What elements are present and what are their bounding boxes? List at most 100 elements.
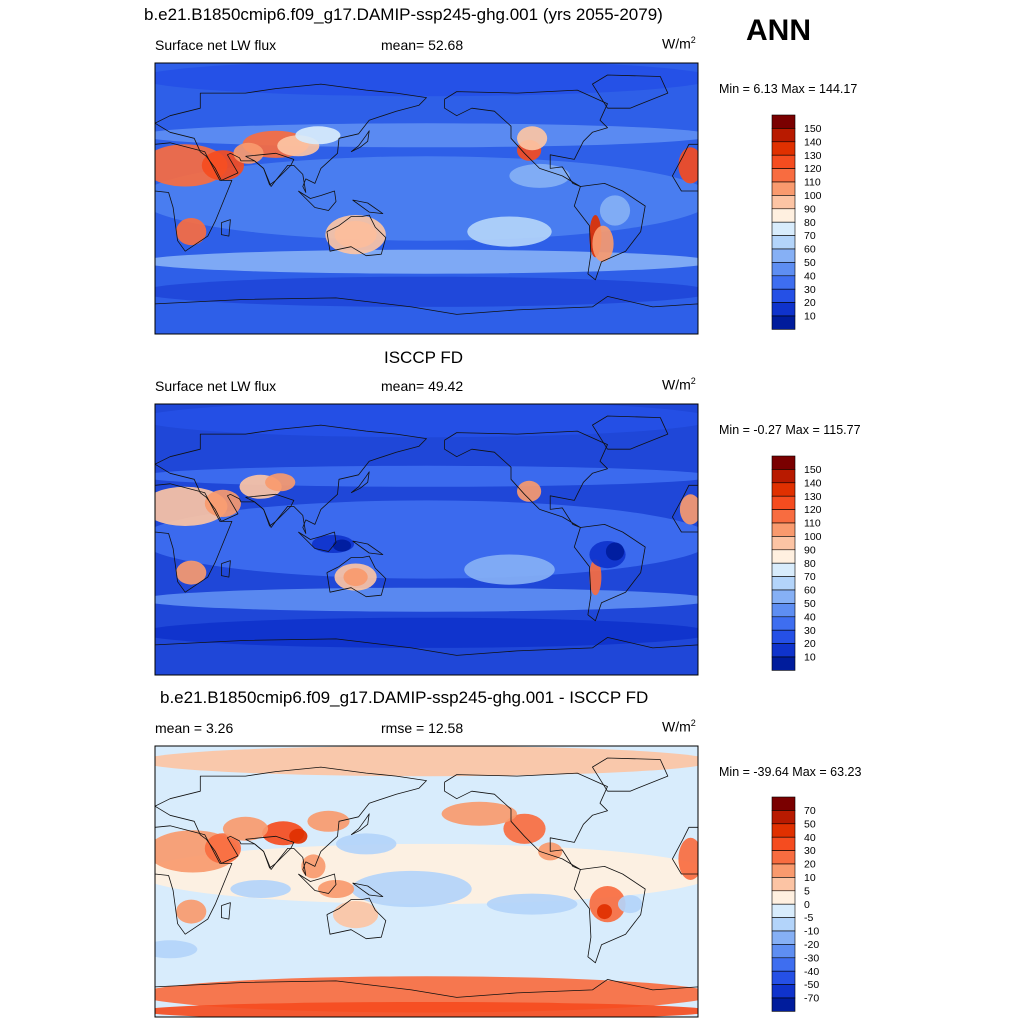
colorbar-swatch [771, 984, 796, 999]
colorbar-swatch [771, 536, 796, 551]
colorbar-tick-label: 90 [804, 203, 816, 215]
field-contour [301, 854, 326, 879]
panel1-title: b.e21.B1850cmip6.f09_g17.DAMIP-ssp245-gh… [144, 5, 663, 24]
colorbar-swatch [771, 629, 796, 644]
field-contour [517, 126, 548, 151]
colorbar-swatch [771, 522, 796, 537]
coastline-australia [326, 897, 387, 940]
coastline-greenland [592, 74, 669, 109]
field-contour [204, 833, 241, 864]
colorbar-tick-label: 40 [804, 611, 816, 623]
colorbar-swatch [771, 823, 796, 838]
coastline-europe-africa-west [155, 142, 233, 252]
coastline-madagascar [220, 902, 231, 920]
colorbar-swatch [771, 235, 796, 250]
panel3-title: b.e21.B1850cmip6.f09_g17.DAMIP-ssp245-gh… [160, 688, 649, 707]
colorbar-tick-label: 30 [804, 845, 816, 857]
panel3-mean-label: mean = 3.26 [155, 720, 234, 736]
field-contour [176, 560, 207, 585]
colorbar-swatch [771, 469, 796, 484]
colorbar-swatch [771, 930, 796, 945]
colorbar-tick-label: 140 [804, 136, 822, 148]
colorbar-tick-label: 5 [804, 885, 810, 897]
coastline-india-asia [245, 152, 295, 186]
coastline-africa-edge [672, 143, 698, 192]
colorbar-swatch [771, 890, 796, 905]
coastline-new-guinea [352, 199, 384, 215]
field-contour [503, 813, 546, 844]
coastline-japan [350, 130, 370, 153]
colorbar-tick-label: 90 [804, 544, 816, 556]
field-contour [333, 901, 379, 929]
colorbar-swatch [771, 302, 796, 317]
colorbar-swatch [771, 576, 796, 591]
colorbar-tick-label: 70 [804, 571, 816, 583]
field-contour [605, 542, 625, 561]
colorbar-tick-label: 10 [804, 311, 816, 323]
panel1-variable-label: Surface net LW flux [155, 37, 277, 53]
coastline-madagascar [220, 560, 231, 578]
colorbar-tick-label: 100 [804, 531, 822, 543]
colorbar-swatch [771, 957, 796, 972]
coastline-south-america [573, 866, 646, 964]
panel2-variable-label: Surface net LW flux [155, 378, 277, 394]
field-contour [155, 500, 698, 579]
colorbar-swatch [771, 850, 796, 865]
colorbar-swatch [771, 603, 796, 618]
colorbar-tick-label: 110 [804, 177, 821, 189]
field-contour [201, 150, 244, 181]
panel2-title: ISCCP FD [384, 348, 464, 367]
colorbar-tick-label: 30 [804, 284, 816, 296]
field-contour [155, 1002, 698, 1017]
colorbar-tick-label: 20 [804, 638, 816, 650]
map-panel-1 [154, 62, 699, 335]
colorbar-tick-label: 20 [804, 297, 816, 309]
colorbar-swatch [771, 589, 796, 604]
season-label: ANN [746, 14, 811, 47]
coastline-japan [350, 471, 370, 494]
colorbar-tick-label: 110 [804, 518, 821, 530]
coastline-indonesia [298, 190, 337, 211]
colorbar-swatch [771, 903, 796, 918]
coastline-japan [350, 813, 370, 836]
colorbar-swatch [771, 509, 796, 524]
colorbar-swatch [771, 455, 796, 470]
colorbar-tick-label: 50 [804, 598, 816, 610]
field-contour [265, 473, 296, 492]
colorbar-swatch [771, 562, 796, 577]
colorbar-swatch [771, 997, 796, 1012]
panel1-minmax: Min = 6.13 Max = 144.17 [719, 82, 858, 96]
coastline-africa-edge [672, 826, 698, 875]
colorbar-tick-label: -70 [804, 993, 819, 1005]
colorbar-tick-label: 120 [804, 163, 822, 175]
field-contour [351, 870, 472, 908]
map-frame [154, 403, 699, 676]
colorbar-swatch [771, 495, 796, 510]
field-contour [155, 746, 698, 777]
colorbar-tick-label: 20 [804, 859, 816, 871]
colorbar-swatch [771, 114, 796, 129]
field-contour [155, 123, 698, 148]
colorbar-swatch [771, 796, 796, 811]
colorbar-swatch [771, 656, 796, 671]
colorbar-swatch [771, 168, 796, 183]
colorbar-tick-label: 70 [804, 805, 816, 817]
field-contour [155, 587, 698, 612]
coastline-europe-africa-west [155, 483, 233, 593]
field-contour [464, 554, 555, 585]
colorbar-swatch [771, 248, 796, 263]
colorbar-tick-label: 140 [804, 477, 822, 489]
colorbar-swatch [771, 944, 796, 959]
coastline-new-guinea [352, 540, 384, 555]
colorbar-swatch [771, 288, 796, 303]
field-contour [155, 249, 698, 274]
colorbar-swatch [771, 262, 796, 277]
colorbar-tick-label: 150 [804, 123, 822, 135]
field-contour [678, 147, 698, 184]
colorbar-swatch [771, 128, 796, 143]
colorbar-tick-label: 60 [804, 585, 816, 597]
panel1-mean-label: mean= 52.68 [381, 37, 464, 53]
colorbar-swatch [771, 275, 796, 290]
